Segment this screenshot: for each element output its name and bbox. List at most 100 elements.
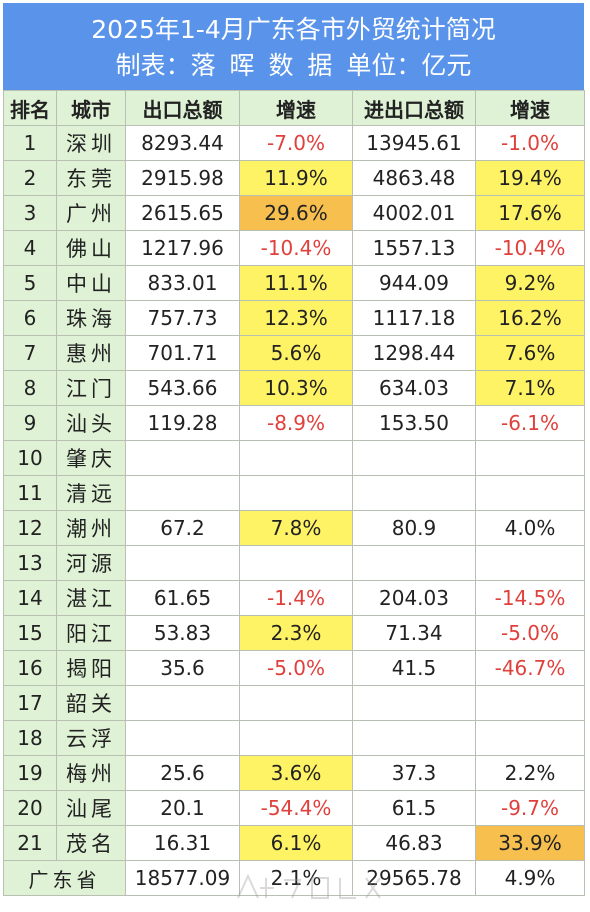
total-cell: 4863.48 (352, 160, 476, 196)
export-cell: 757.73 (125, 300, 240, 336)
rank-cell: 7 (3, 335, 57, 371)
header-export: 出口总额 (125, 90, 240, 126)
province-export-growth-cell: 2.1% (239, 860, 353, 896)
city-cell: 东莞 (56, 160, 126, 196)
export-growth-cell: -1.4% (239, 580, 353, 616)
export-growth-cell: 6.1% (239, 825, 353, 861)
page-subtitle: 制表：落 晖 数 据 单位：亿元 (115, 51, 472, 80)
total-growth-cell: 17.6% (475, 195, 585, 231)
table-row: 19 梅州 25.6 3.6% 37.3 2.2% (3, 755, 585, 791)
export-cell: 1217.96 (125, 230, 240, 266)
total-cell: 153.50 (352, 405, 476, 441)
export-growth-cell: 5.6% (239, 335, 353, 371)
rank-cell: 13 (3, 545, 57, 581)
rank-cell: 6 (3, 300, 57, 336)
table-row: 20 汕尾 20.1 -54.4% 61.5 -9.7% (3, 790, 585, 826)
export-cell: 119.28 (125, 405, 240, 441)
header-rank: 排名 (3, 90, 57, 126)
total-growth-cell: 9.2% (475, 265, 585, 301)
table-row: 9 汕头 119.28 -8.9% 153.50 -6.1% (3, 405, 585, 441)
total-growth-cell (475, 545, 585, 581)
total-cell: 37.3 (352, 755, 476, 791)
total-growth-cell: -1.0% (475, 125, 585, 161)
rank-cell: 10 (3, 440, 57, 476)
rank-cell: 12 (3, 510, 57, 546)
table-row: 7 惠州 701.71 5.6% 1298.44 7.6% (3, 335, 585, 371)
export-cell: 35.6 (125, 650, 240, 686)
rank-cell: 20 (3, 790, 57, 826)
total-cell (352, 545, 476, 581)
total-growth-cell: 4.0% (475, 510, 585, 546)
province-name-cell: 广东省 (3, 860, 126, 896)
total-growth-cell: -10.4% (475, 230, 585, 266)
table-row: 17 韶关 (3, 685, 585, 721)
export-growth-cell: 11.9% (239, 160, 353, 196)
total-growth-cell: 19.4% (475, 160, 585, 196)
total-cell (352, 475, 476, 511)
export-growth-cell: 3.6% (239, 755, 353, 791)
export-cell (125, 545, 240, 581)
rank-cell: 15 (3, 615, 57, 651)
total-growth-cell (475, 475, 585, 511)
city-cell: 湛江 (56, 580, 126, 616)
rank-cell: 18 (3, 720, 57, 756)
table-row: 3 广州 2615.65 29.6% 4002.01 17.6% (3, 195, 585, 231)
table-row: 1 深圳 8293.44 -7.0% 13945.61 -1.0% (3, 125, 585, 161)
total-cell (352, 685, 476, 721)
province-total-growth-cell: 4.9% (475, 860, 585, 896)
province-total-cell: 29565.78 (352, 860, 476, 896)
city-cell: 惠州 (56, 335, 126, 371)
city-cell: 河源 (56, 545, 126, 581)
city-cell: 清远 (56, 475, 126, 511)
export-growth-cell: -5.0% (239, 650, 353, 686)
total-cell (352, 440, 476, 476)
header-total: 进出口总额 (352, 90, 476, 126)
table-row: 12 潮州 67.2 7.8% 80.9 4.0% (3, 510, 585, 546)
total-cell: 1298.44 (352, 335, 476, 371)
rank-cell: 1 (3, 125, 57, 161)
rank-cell: 11 (3, 475, 57, 511)
city-cell: 梅州 (56, 755, 126, 791)
rank-cell: 4 (3, 230, 57, 266)
table-row: 4 佛山 1217.96 -10.4% 1557.13 -10.4% (3, 230, 585, 266)
table-row: 2 东莞 2915.98 11.9% 4863.48 19.4% (3, 160, 585, 196)
city-cell: 潮州 (56, 510, 126, 546)
total-growth-cell: -9.7% (475, 790, 585, 826)
rank-cell: 2 (3, 160, 57, 196)
city-cell: 广州 (56, 195, 126, 231)
export-growth-cell: 10.3% (239, 370, 353, 406)
table-row: 14 湛江 61.65 -1.4% 204.03 -14.5% (3, 580, 585, 616)
city-cell: 肇庆 (56, 440, 126, 476)
total-cell: 61.5 (352, 790, 476, 826)
export-growth-cell: -8.9% (239, 405, 353, 441)
table-row: 21 茂名 16.31 6.1% 46.83 33.9% (3, 825, 585, 861)
rank-cell: 3 (3, 195, 57, 231)
export-growth-cell (239, 545, 353, 581)
export-cell: 53.83 (125, 615, 240, 651)
table-row: 13 河源 (3, 545, 585, 581)
rank-cell: 21 (3, 825, 57, 861)
export-growth-cell (239, 440, 353, 476)
total-growth-cell (475, 440, 585, 476)
rank-cell: 17 (3, 685, 57, 721)
table-header-row: 排名 城市 出口总额 增速 进出口总额 增速 (3, 90, 585, 126)
total-cell: 1117.18 (352, 300, 476, 336)
export-growth-cell (239, 720, 353, 756)
rank-cell: 8 (3, 370, 57, 406)
export-cell (125, 475, 240, 511)
export-cell (125, 685, 240, 721)
total-growth-cell: 7.1% (475, 370, 585, 406)
city-cell: 江门 (56, 370, 126, 406)
city-cell: 汕尾 (56, 790, 126, 826)
export-cell (125, 720, 240, 756)
export-growth-cell (239, 685, 353, 721)
total-cell: 634.03 (352, 370, 476, 406)
total-cell: 13945.61 (352, 125, 476, 161)
total-cell: 80.9 (352, 510, 476, 546)
total-cell: 204.03 (352, 580, 476, 616)
header-export-growth: 增速 (239, 90, 353, 126)
total-growth-cell: 7.6% (475, 335, 585, 371)
table-row: 5 中山 833.01 11.1% 944.09 9.2% (3, 265, 585, 301)
export-cell: 543.66 (125, 370, 240, 406)
